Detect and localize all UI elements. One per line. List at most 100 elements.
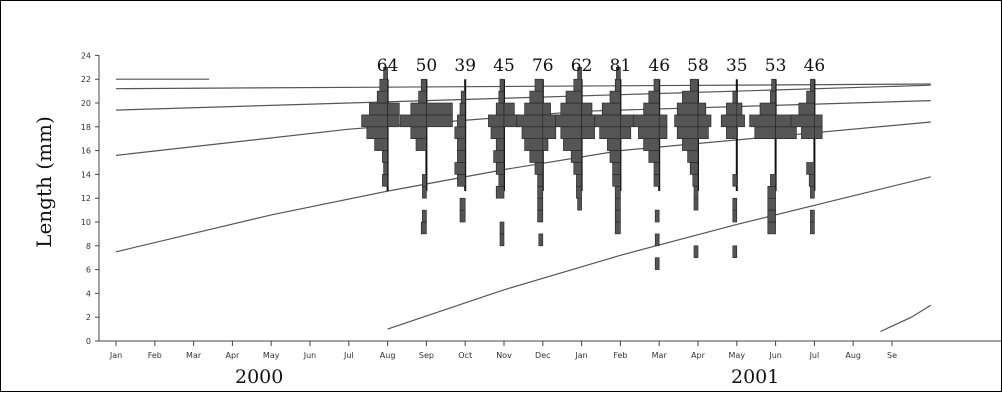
x-tick-label: Feb <box>148 351 162 360</box>
histogram-bar-right <box>426 114 453 128</box>
histogram-bar <box>682 90 699 104</box>
histogram-bar <box>749 114 776 128</box>
histogram-bar <box>524 102 544 116</box>
histogram-bar <box>767 221 776 235</box>
sample-size-label: 53 <box>765 56 787 76</box>
histogram-bar <box>516 114 544 128</box>
histogram-bar <box>495 102 505 116</box>
histogram-bar <box>771 78 776 92</box>
histogram-bar <box>576 174 582 187</box>
y-tick-label: 24 <box>81 51 91 60</box>
growth-curve <box>115 84 931 111</box>
x-tick-label: Apr <box>225 351 240 360</box>
x-tick-label: Feb <box>613 351 627 360</box>
histogram-bar <box>594 114 621 128</box>
year-label-2000: 2000 <box>235 366 284 388</box>
y-axis-label-text: Length (mm) <box>32 116 56 248</box>
y-tick-label: 16 <box>81 147 91 156</box>
histogram-bar-right <box>697 102 707 116</box>
histogram-bar <box>422 186 427 199</box>
histogram-bar <box>454 162 466 175</box>
histogram-bar <box>493 150 505 163</box>
histogram-bar <box>498 174 505 187</box>
histogram-bar-right <box>697 114 712 128</box>
y-tick-label: 12 <box>81 194 91 203</box>
y-tick-label: 18 <box>81 123 91 132</box>
histogram-bar <box>798 102 815 116</box>
histogram-bar <box>529 150 544 163</box>
histogram-bar-right <box>387 102 400 116</box>
histogram-bar <box>490 126 505 140</box>
histogram-bar <box>767 209 776 223</box>
histogram-bar-right <box>542 126 557 140</box>
x-tick-label: Jun <box>303 351 317 360</box>
histogram-bar <box>810 78 815 92</box>
histogram-bar-right <box>736 114 745 128</box>
histogram-bar <box>726 126 738 140</box>
histogram-bar <box>379 78 388 92</box>
histogram-bar <box>676 126 699 140</box>
histogram-bar <box>563 138 582 151</box>
histogram-bar <box>693 186 699 199</box>
histogram-bar-right <box>775 126 797 140</box>
histogram-bar <box>498 90 505 104</box>
x-tick-label: Jan <box>109 351 122 360</box>
histogram-bar <box>614 78 621 92</box>
y-tick-label: 6 <box>86 266 91 275</box>
histogram-bar <box>420 221 427 235</box>
sample-size-label: 46 <box>804 56 826 76</box>
histogram-bar-right <box>581 126 595 140</box>
histogram-bar <box>801 126 815 140</box>
histogram-bar <box>759 102 776 116</box>
histogram-bar <box>689 78 699 92</box>
histogram-bar <box>612 162 621 175</box>
x-tick-label: Jul <box>809 351 820 360</box>
growth-curve <box>115 83 931 90</box>
histogram-bar <box>599 126 621 140</box>
histogram-bar <box>682 138 699 151</box>
x-tick-label: Aug <box>380 351 396 360</box>
histogram-bar <box>415 138 427 151</box>
histogram-bar-right <box>814 114 823 128</box>
histogram-bar <box>383 67 388 80</box>
histogram-bar <box>459 102 466 116</box>
histogram-bar <box>410 102 427 116</box>
histogram-bar-right <box>658 114 668 128</box>
histogram-bar <box>383 162 388 175</box>
histogram-bar <box>534 162 544 175</box>
histogram-bar-right <box>581 102 593 116</box>
histogram-bar <box>560 102 582 116</box>
histogram-bar <box>810 221 815 235</box>
histogram-bar <box>369 102 388 116</box>
histogram-bar <box>457 150 466 163</box>
histogram-bar <box>495 162 505 175</box>
histogram-bar <box>648 90 660 104</box>
sample-size-label: 58 <box>687 56 709 76</box>
histogram-bar <box>732 197 738 211</box>
histogram-bar <box>770 174 776 187</box>
histogram-bar <box>499 221 505 235</box>
sample-size-label: 81 <box>610 56 632 76</box>
histogram-bar <box>376 90 388 104</box>
histogram-bar <box>614 186 621 199</box>
histogram-bar <box>614 221 621 235</box>
histogram-bar <box>577 197 582 211</box>
growth-curve <box>880 304 932 333</box>
histogram-bar <box>573 78 582 92</box>
histogram-bar-right <box>620 126 632 140</box>
sample-size-label: 45 <box>493 56 515 76</box>
histogram-bar <box>754 126 776 140</box>
histogram-bar <box>607 138 621 151</box>
histogram-bar <box>654 233 660 247</box>
x-tick-label: Nov <box>496 351 512 360</box>
histogram-bar <box>420 78 427 92</box>
y-tick-label: 4 <box>86 289 91 298</box>
histogram-bar <box>609 150 621 163</box>
histogram-bar-right <box>387 114 400 128</box>
histogram-bar <box>495 186 505 199</box>
histogram-bar-right <box>814 126 823 140</box>
x-tick-label: Jan <box>574 351 587 360</box>
x-tick-label: Mar <box>186 351 202 360</box>
